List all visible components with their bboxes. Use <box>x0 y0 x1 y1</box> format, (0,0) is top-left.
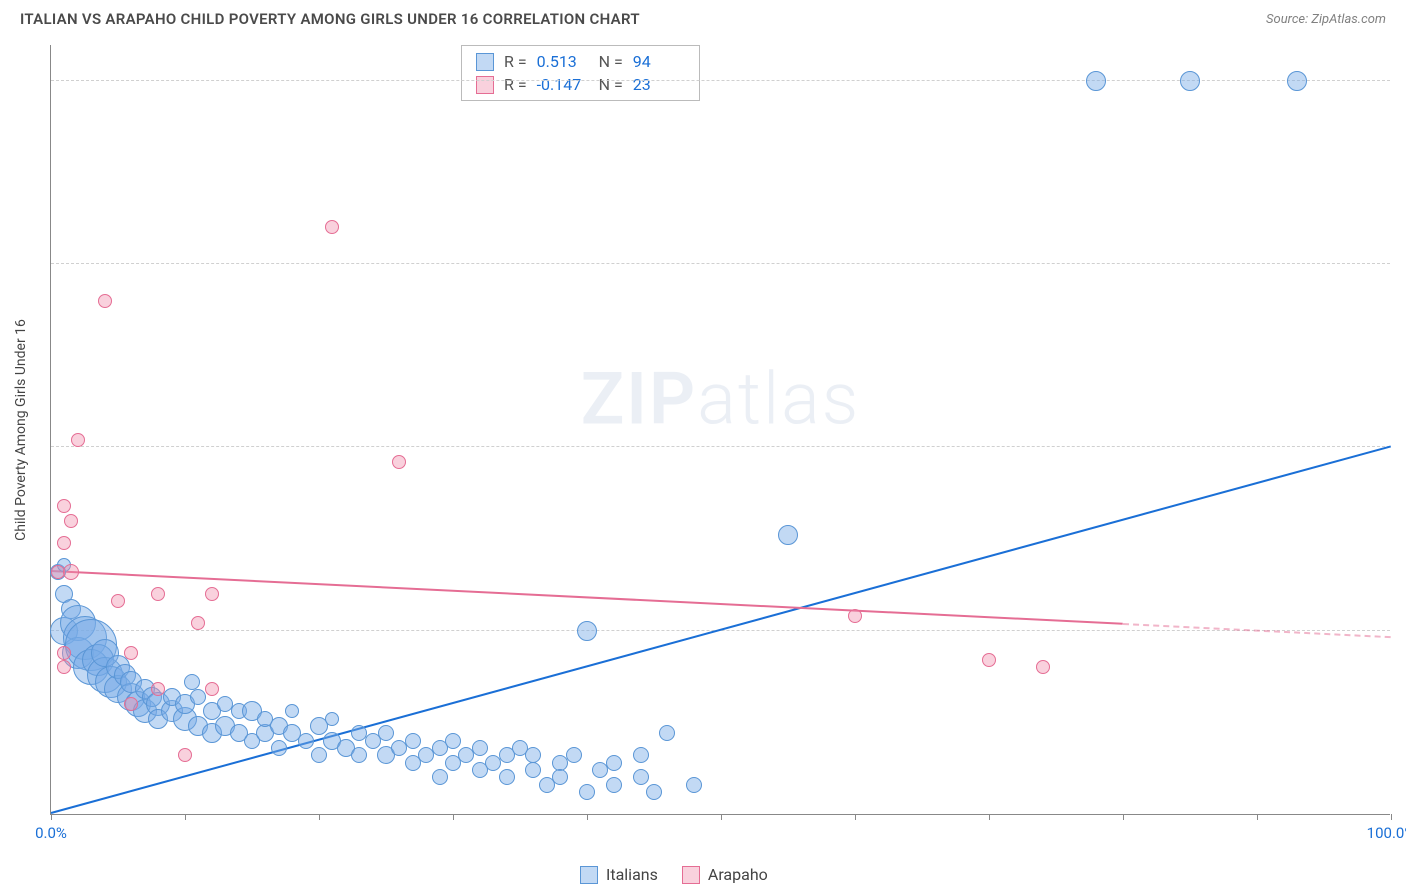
data-point-arapaho <box>111 594 125 608</box>
data-point-arapaho <box>205 587 219 601</box>
chart-title: ITALIAN VS ARAPAHO CHILD POVERTY AMONG G… <box>20 10 640 28</box>
x-tick <box>1391 814 1392 820</box>
n-value: 23 <box>633 75 685 94</box>
data-point-italians <box>445 733 461 749</box>
correlation-stats-box: R = 0.513 N = 94 R = -0.147 N = 23 <box>461 45 700 101</box>
data-point-italians <box>566 747 582 763</box>
bottom-legend: Italians Arapaho <box>580 865 768 884</box>
data-point-arapaho <box>848 609 862 623</box>
data-point-italians <box>606 777 622 793</box>
swatch-icon <box>476 76 494 94</box>
data-point-italians <box>190 689 206 705</box>
x-tick <box>319 814 320 820</box>
data-point-arapaho <box>1036 660 1050 674</box>
y-axis-label: Child Poverty Among Girls Under 16 <box>13 319 29 541</box>
plot-region: Child Poverty Among Girls Under 16 ZIPat… <box>50 45 1390 815</box>
x-tick <box>1123 814 1124 820</box>
x-tick <box>453 814 454 820</box>
data-point-italians <box>606 755 622 771</box>
swatch-icon <box>580 866 598 884</box>
data-point-italians <box>577 621 597 641</box>
data-point-italians <box>659 725 675 741</box>
legend-label: Italians <box>606 865 658 884</box>
data-point-arapaho <box>982 653 996 667</box>
data-point-italians <box>579 784 595 800</box>
data-point-italians <box>432 769 448 785</box>
data-point-arapaho <box>57 660 71 674</box>
stats-row-italians: R = 0.513 N = 94 <box>476 50 685 73</box>
gridline <box>51 446 1390 447</box>
x-tick <box>989 814 990 820</box>
n-label: N = <box>599 75 623 94</box>
legend-item-italians: Italians <box>580 865 658 884</box>
data-point-italians <box>499 769 515 785</box>
x-tick <box>185 814 186 820</box>
x-tick <box>855 814 856 820</box>
data-point-italians <box>351 747 367 763</box>
data-point-italians <box>1287 71 1307 91</box>
data-point-arapaho <box>124 646 138 660</box>
x-tick <box>721 814 722 820</box>
data-point-italians <box>646 784 662 800</box>
data-point-arapaho <box>392 455 406 469</box>
chart-area: Child Poverty Among Girls Under 16 ZIPat… <box>50 45 1390 815</box>
swatch-icon <box>682 866 700 884</box>
data-point-arapaho <box>64 514 78 528</box>
r-label: R = <box>504 75 527 94</box>
legend-item-arapaho: Arapaho <box>682 865 768 884</box>
x-tick-label: 0.0% <box>35 824 67 842</box>
data-point-italians <box>325 712 339 726</box>
data-point-arapaho <box>57 499 71 513</box>
data-point-arapaho <box>191 616 205 630</box>
data-point-arapaho <box>71 433 85 447</box>
chart-header: ITALIAN VS ARAPAHO CHILD POVERTY AMONG G… <box>0 0 1406 33</box>
data-point-italians <box>686 777 702 793</box>
data-point-italians <box>778 525 798 545</box>
n-value: 94 <box>633 52 685 71</box>
r-value: 0.513 <box>537 52 589 71</box>
data-point-arapaho <box>151 682 165 696</box>
x-tick <box>1257 814 1258 820</box>
data-point-arapaho <box>63 564 79 580</box>
data-point-italians <box>1086 71 1106 91</box>
data-point-arapaho <box>124 697 138 711</box>
data-point-italians <box>552 769 568 785</box>
x-tick <box>587 814 588 820</box>
data-point-arapaho <box>98 294 112 308</box>
data-point-italians <box>633 769 649 785</box>
data-point-italians <box>298 733 314 749</box>
data-point-italians <box>285 704 299 718</box>
data-point-arapaho <box>178 748 192 762</box>
x-tick <box>51 814 52 820</box>
data-point-italians <box>271 740 287 756</box>
data-point-arapaho <box>205 682 219 696</box>
data-point-italians <box>184 674 200 690</box>
data-point-arapaho <box>57 536 71 550</box>
data-point-arapaho <box>57 646 71 660</box>
data-point-arapaho <box>151 587 165 601</box>
stats-row-arapaho: R = -0.147 N = 23 <box>476 73 685 96</box>
n-label: N = <box>599 52 623 71</box>
data-point-italians <box>633 747 649 763</box>
legend-label: Arapaho <box>708 865 768 884</box>
data-point-italians <box>525 762 541 778</box>
x-tick-label: 100.0% <box>1367 824 1406 842</box>
r-label: R = <box>504 52 527 71</box>
gridline <box>51 263 1390 264</box>
data-point-italians <box>405 733 421 749</box>
data-point-italians <box>472 740 488 756</box>
data-point-arapaho <box>325 220 339 234</box>
data-point-italians <box>311 747 327 763</box>
data-point-italians <box>1180 71 1200 91</box>
watermark: ZIPatlas <box>581 356 861 441</box>
data-point-italians <box>378 725 394 741</box>
swatch-icon <box>476 53 494 71</box>
data-point-italians <box>525 747 541 763</box>
r-value: -0.147 <box>537 75 589 94</box>
source-label: Source: ZipAtlas.com <box>1266 12 1386 27</box>
